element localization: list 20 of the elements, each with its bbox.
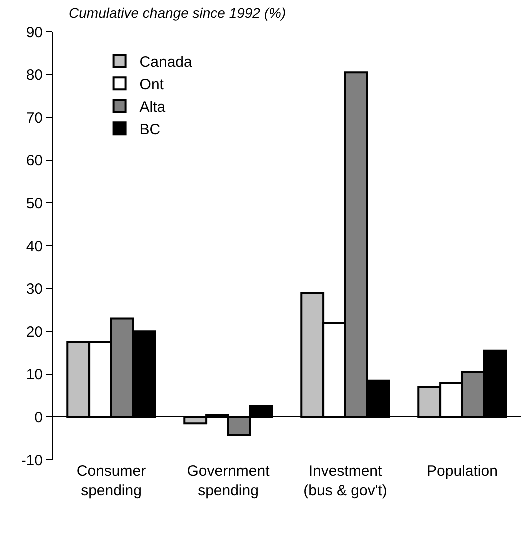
y-tick-label: 20 bbox=[26, 324, 43, 341]
y-tick-label: 10 bbox=[26, 366, 43, 384]
y-tick-label: -10 bbox=[21, 452, 43, 470]
legend-label: Alta bbox=[140, 98, 166, 116]
x-tick-label: Consumer spending bbox=[76, 463, 146, 500]
x-tick-label: Investment (bus & gov't) bbox=[304, 463, 388, 500]
x-tick-label: Population bbox=[427, 463, 498, 480]
y-tick-label: 70 bbox=[26, 110, 43, 127]
legend-label: Canada bbox=[140, 54, 193, 71]
y-tick-label: 60 bbox=[26, 152, 43, 170]
y-tick-label: 80 bbox=[26, 67, 43, 84]
y-tick-label: 0 bbox=[34, 409, 43, 426]
chart-title: Cumulative change since 1992 (%) bbox=[69, 4, 286, 21]
y-tick-label: 40 bbox=[26, 238, 43, 256]
y-tick-label: 50 bbox=[26, 195, 43, 212]
y-tick-label: 90 bbox=[26, 24, 43, 42]
y-tick-label: 30 bbox=[26, 281, 43, 298]
x-tick-label: Government spending bbox=[187, 463, 271, 500]
legend-label: BC bbox=[140, 121, 161, 138]
legend-label: Ont bbox=[140, 76, 165, 94]
